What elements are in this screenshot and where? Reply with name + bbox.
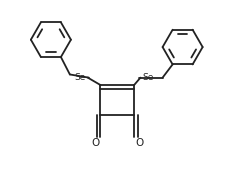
Text: Se: Se [75,73,86,82]
Text: O: O [135,138,144,148]
Text: O: O [91,138,99,148]
Text: Se: Se [142,73,154,82]
